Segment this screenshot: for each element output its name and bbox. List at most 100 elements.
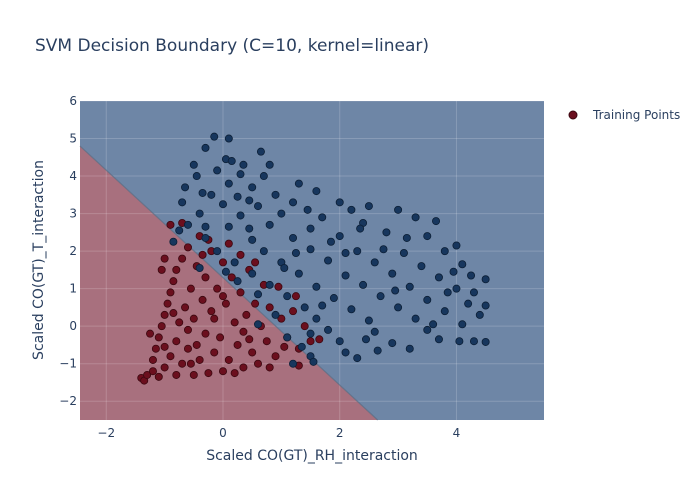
data-point[interactable] <box>370 258 379 267</box>
data-point[interactable] <box>224 179 233 188</box>
data-point[interactable] <box>265 280 274 289</box>
data-point[interactable] <box>224 239 233 248</box>
data-point[interactable] <box>329 294 338 303</box>
data-point[interactable] <box>160 310 169 319</box>
data-point[interactable] <box>201 329 210 338</box>
data-point[interactable] <box>481 275 490 284</box>
data-point[interactable] <box>335 337 344 346</box>
data-point[interactable] <box>169 277 178 286</box>
data-point[interactable] <box>204 369 213 378</box>
data-point[interactable] <box>230 258 239 267</box>
data-point[interactable] <box>192 172 201 181</box>
data-point[interactable] <box>388 269 397 278</box>
data-point[interactable] <box>303 205 312 214</box>
data-point[interactable] <box>449 267 458 276</box>
data-point[interactable] <box>157 322 166 331</box>
data-point[interactable] <box>195 264 204 273</box>
data-point[interactable] <box>254 202 263 211</box>
data-point[interactable] <box>166 352 175 361</box>
data-point[interactable] <box>464 299 473 308</box>
data-point[interactable] <box>245 196 254 205</box>
data-point[interactable] <box>233 192 242 201</box>
data-point[interactable] <box>324 256 333 265</box>
data-point[interactable] <box>189 370 198 379</box>
data-point[interactable] <box>160 254 169 263</box>
data-point[interactable] <box>201 273 210 282</box>
data-point[interactable] <box>361 335 370 344</box>
data-point[interactable] <box>440 247 449 256</box>
data-point[interactable] <box>262 337 271 346</box>
data-point[interactable] <box>364 202 373 211</box>
data-point[interactable] <box>452 284 461 293</box>
data-point[interactable] <box>172 370 181 379</box>
data-point[interactable] <box>181 183 190 192</box>
data-point[interactable] <box>289 359 298 368</box>
data-point[interactable] <box>289 233 298 242</box>
data-point[interactable] <box>458 260 467 269</box>
data-point[interactable] <box>432 217 441 226</box>
data-point[interactable] <box>230 318 239 327</box>
data-point[interactable] <box>265 363 274 372</box>
data-point[interactable] <box>434 273 443 282</box>
data-point[interactable] <box>189 160 198 169</box>
data-point[interactable] <box>443 288 452 297</box>
data-point[interactable] <box>291 248 300 257</box>
data-point[interactable] <box>283 292 292 301</box>
data-point[interactable] <box>186 359 195 368</box>
data-point[interactable] <box>160 342 169 351</box>
data-point[interactable] <box>370 327 379 336</box>
data-point[interactable] <box>280 264 289 273</box>
data-point[interactable] <box>256 147 265 156</box>
data-point[interactable] <box>312 187 321 196</box>
data-point[interactable] <box>402 233 411 242</box>
data-point[interactable] <box>306 329 315 338</box>
data-point[interactable] <box>230 369 239 378</box>
data-point[interactable] <box>181 303 190 312</box>
data-point[interactable] <box>306 224 315 233</box>
data-point[interactable] <box>315 335 324 344</box>
data-point[interactable] <box>198 188 207 197</box>
data-point[interactable] <box>347 205 356 214</box>
data-point[interactable] <box>458 320 467 329</box>
data-point[interactable] <box>254 359 263 368</box>
data-point[interactable] <box>183 243 192 252</box>
data-point[interactable] <box>169 237 178 246</box>
data-point[interactable] <box>399 248 408 257</box>
data-point[interactable] <box>382 228 391 237</box>
data-point[interactable] <box>160 363 169 372</box>
data-point[interactable] <box>201 222 210 231</box>
data-point[interactable] <box>265 160 274 169</box>
data-point[interactable] <box>224 222 233 231</box>
data-point[interactable] <box>201 143 210 152</box>
data-point[interactable] <box>242 310 251 319</box>
data-point[interactable] <box>335 232 344 241</box>
data-point[interactable] <box>236 250 245 259</box>
data-point[interactable] <box>157 265 166 274</box>
data-point[interactable] <box>207 307 216 316</box>
data-point[interactable] <box>183 325 192 334</box>
data-point[interactable] <box>175 226 184 235</box>
data-point[interactable] <box>405 344 414 353</box>
data-point[interactable] <box>154 333 163 342</box>
data-point[interactable] <box>163 299 172 308</box>
data-point[interactable] <box>300 322 309 331</box>
data-point[interactable] <box>254 320 263 329</box>
data-point[interactable] <box>245 224 254 233</box>
data-point[interactable] <box>423 325 432 334</box>
data-point[interactable] <box>236 211 245 220</box>
data-point[interactable] <box>218 367 227 376</box>
data-point[interactable] <box>265 220 274 229</box>
data-point[interactable] <box>324 325 333 334</box>
data-point[interactable] <box>467 271 476 280</box>
data-point[interactable] <box>166 220 175 229</box>
data-point[interactable] <box>356 224 365 233</box>
data-point[interactable] <box>294 179 303 188</box>
data-point[interactable] <box>213 247 222 256</box>
data-point[interactable] <box>175 318 184 327</box>
data-point[interactable] <box>183 344 192 353</box>
data-point[interactable] <box>148 367 157 376</box>
data-point[interactable] <box>198 250 207 259</box>
data-point[interactable] <box>326 237 335 246</box>
data-point[interactable] <box>318 301 327 310</box>
data-point[interactable] <box>452 241 461 250</box>
